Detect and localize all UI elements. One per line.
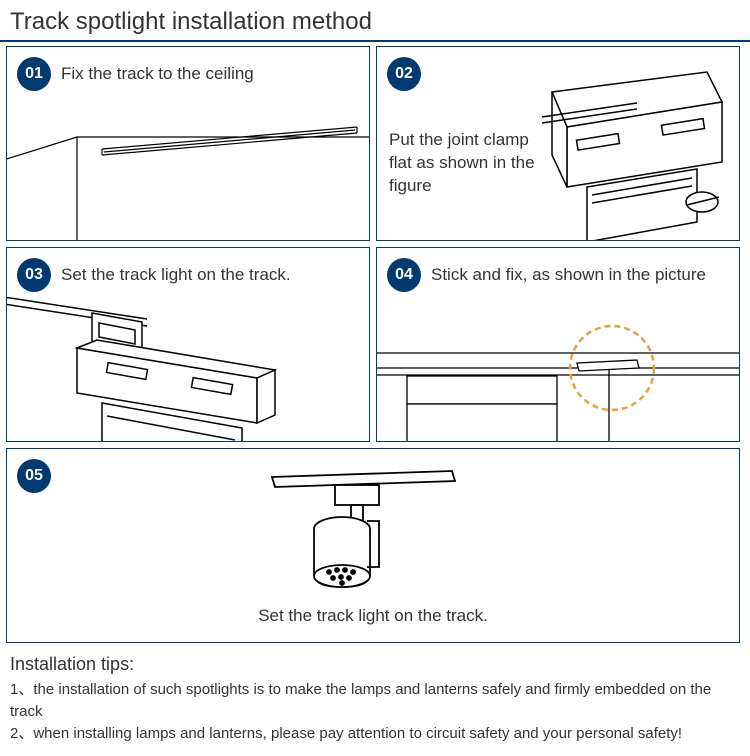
main-title: Track spotlight installation method (0, 0, 750, 42)
step-panel-04: 04 Stick and fix, as shown in the pictur… (376, 247, 740, 442)
ceiling-track-illustration (7, 47, 370, 241)
installation-tips: Installation tips: 1、the installation of… (0, 643, 750, 756)
steps-grid: 01 Fix the track to the ceiling 02 (0, 42, 750, 643)
infographic-container: Track spotlight installation method 01 F… (0, 0, 750, 756)
step-panel-01: 01 Fix the track to the ceiling (6, 46, 370, 241)
step-panel-05: 05 (6, 448, 740, 643)
tips-title: Installation tips: (10, 651, 740, 677)
tips-item: 2、when installing lamps and lanterns, pl… (10, 723, 740, 745)
step-panel-02: 02 Put the joint clamp flat as shown in … (376, 46, 740, 241)
step-text: Set the track light on the track. (7, 605, 739, 628)
joint-clamp-illustration (377, 47, 740, 241)
step-panel-03: 03 Set the track light on the track. (6, 247, 370, 442)
stick-fix-illustration (377, 248, 740, 442)
set-on-track-illustration (7, 248, 370, 442)
tips-item: 1、the installation of such spotlights is… (10, 679, 740, 723)
